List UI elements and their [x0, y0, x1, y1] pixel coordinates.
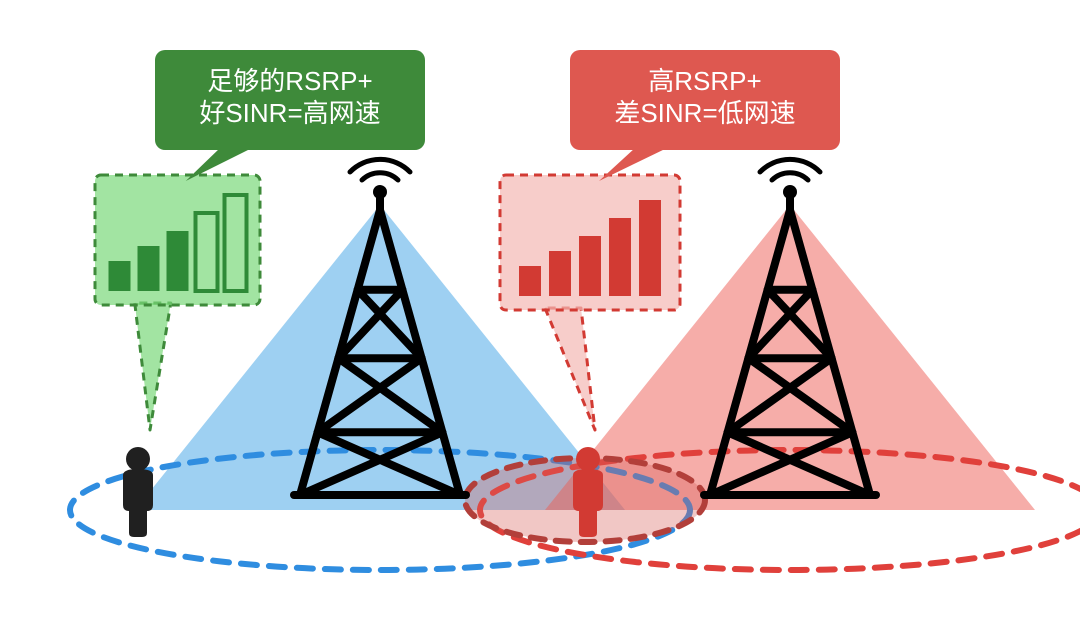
- diagram-root: 足够的RSRP+好SINR=高网速 高RSRP+差SINR=低网速: [0, 0, 1080, 619]
- signal-bar: [109, 261, 131, 291]
- signal-bar: [609, 218, 631, 296]
- signal-bar: [138, 246, 160, 291]
- signal-bar: [639, 200, 661, 296]
- diagram-svg: 足够的RSRP+好SINR=高网速 高RSRP+差SINR=低网速: [0, 0, 1080, 619]
- bubble-line2: 好SINR=高网速: [199, 98, 380, 128]
- signal-bar: [167, 231, 189, 291]
- signal-bar: [519, 266, 541, 296]
- bubble-line1: 高RSRP+: [648, 66, 761, 96]
- signal-bar: [549, 251, 571, 296]
- bubble-line1: 足够的RSRP+: [207, 66, 372, 96]
- signal-bar: [579, 236, 601, 296]
- person-edge-user: [123, 447, 153, 537]
- bubble-line2: 差SINR=低网速: [614, 98, 795, 128]
